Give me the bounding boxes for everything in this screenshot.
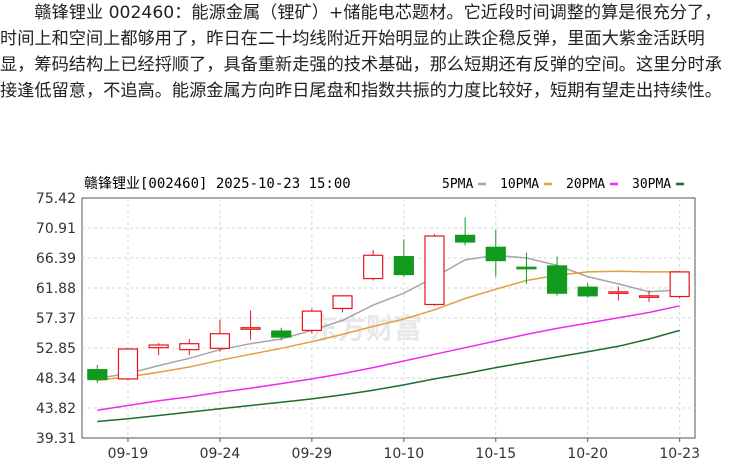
- candle: [455, 217, 476, 246]
- x-tick-label: 10-10: [383, 446, 424, 462]
- kline-chart-svg: 赣锋锂业[002460] 2025-10-23 15:00 5PMA 10PMA 2…: [36, 176, 700, 462]
- candle-body: [363, 254, 384, 280]
- candle-body: [455, 234, 476, 243]
- ma-line-20pma: [97, 305, 680, 411]
- candle: [485, 230, 506, 277]
- candle: [301, 308, 322, 334]
- candle-body: [546, 265, 568, 294]
- candle: [271, 327, 292, 341]
- candle: [393, 239, 414, 277]
- y-tick-label: 61.88: [36, 281, 76, 297]
- candle-body: [608, 291, 629, 294]
- x-axis: 09-19 09-24 09-29 10-10 10-15 10-20 10-23: [108, 438, 700, 462]
- x-tick-label: 09-19: [108, 446, 149, 462]
- legend-label-20pma: 20PMA: [566, 177, 605, 192]
- y-tick-label: 52.85: [36, 341, 76, 357]
- candle: [87, 364, 108, 383]
- candle-body: [240, 327, 261, 330]
- candle-body: [638, 295, 660, 298]
- candle-body: [393, 256, 414, 276]
- candle-body: [424, 235, 445, 306]
- article-text-block: 赣锋锂业 002460：能源金属（锂矿）+储能电芯题材。它近段时间调整的算是很充…: [0, 0, 730, 150]
- candle: [148, 343, 169, 355]
- ma-line-10pma: [97, 270, 680, 381]
- candle-body: [209, 333, 231, 349]
- article-paragraph: 赣锋锂业 002460：能源金属（锂矿）+储能电芯题材。它近段时间调整的算是很充…: [0, 3, 722, 101]
- y-tick-label: 39.31: [36, 431, 76, 447]
- kline-chart: 赣锋锂业[002460] 2025-10-23 15:00 5PMA 10PMA 2…: [0, 160, 730, 466]
- candle: [179, 339, 200, 355]
- legend-label-30pma: 30PMA: [632, 177, 671, 192]
- candle-body: [332, 295, 353, 310]
- candle: [424, 234, 445, 306]
- x-tick-label: 10-23: [659, 446, 700, 462]
- ma-line-5pma: [97, 254, 680, 379]
- candle: [669, 271, 690, 299]
- candle: [240, 310, 261, 340]
- candle-body: [117, 348, 139, 380]
- candle-body: [516, 266, 537, 270]
- candle: [546, 256, 568, 296]
- candle-body: [87, 369, 108, 381]
- y-tick-label: 57.37: [36, 311, 76, 327]
- candle-body: [148, 344, 169, 349]
- x-tick-label: 10-15: [475, 446, 516, 462]
- candle: [516, 252, 537, 284]
- y-tick-label: 66.39: [36, 251, 76, 267]
- candle: [608, 286, 629, 301]
- ma-lines: [97, 254, 680, 423]
- candle: [332, 295, 353, 313]
- candle: [117, 347, 139, 381]
- chart-title: 赣锋锂业[002460] 2025-10-23 15:00: [84, 176, 351, 192]
- chart-legend: 5PMA 10PMA 20PMA 30PMA: [442, 177, 684, 192]
- candle-body: [179, 343, 200, 351]
- ma-line-30pma: [97, 329, 680, 423]
- candle: [363, 249, 384, 281]
- candle: [638, 290, 660, 302]
- y-tick-label: 43.82: [36, 401, 76, 417]
- x-tick-label: 10-20: [567, 446, 608, 462]
- candle-body: [301, 310, 322, 331]
- candle-body: [271, 330, 292, 338]
- candle-body: [485, 246, 506, 262]
- y-tick-label: 70.91: [36, 221, 76, 237]
- candles: [87, 217, 690, 383]
- x-tick-label: 09-24: [200, 446, 241, 462]
- y-tick-label: 75.42: [36, 191, 76, 207]
- candle: [577, 283, 598, 298]
- legend-label-5pma: 5PMA: [442, 177, 473, 192]
- x-tick-label: 09-29: [292, 446, 333, 462]
- candle-body: [669, 271, 690, 298]
- y-axis: 75.42 70.91 66.39 61.88 57.37 52.85 48.34 43.82…: [36, 191, 76, 447]
- legend-label-10pma: 10PMA: [500, 177, 539, 192]
- y-tick-label: 48.34: [36, 371, 76, 387]
- candle: [209, 319, 231, 352]
- candle-body: [577, 286, 598, 297]
